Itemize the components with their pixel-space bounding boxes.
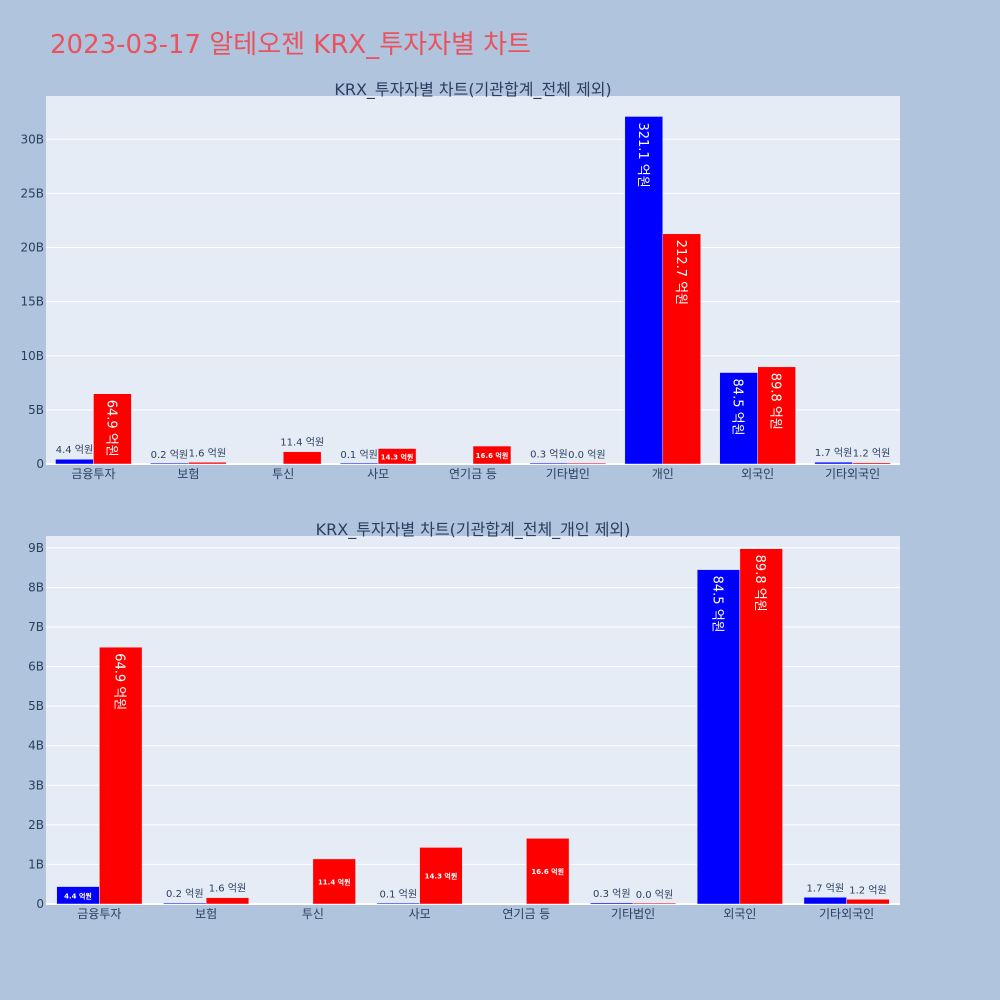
data-label: 0.0 억원: [568, 449, 605, 461]
data-label: 212.7 억원: [673, 240, 688, 305]
bar: [590, 902, 634, 905]
y-tick-label: 0: [36, 897, 44, 911]
chart-top: KRX_투자자별 차트(기관합계_전체 제외) 0 5B 10B 15B 20B 25B 30…: [20, 80, 900, 481]
data-label: 0.3 억원: [593, 888, 630, 900]
bar: [377, 448, 417, 465]
bar: [803, 897, 847, 905]
bar: [163, 902, 207, 905]
data-label: 1.7 억원: [807, 882, 844, 894]
y-tick-label: 5B: [28, 403, 44, 417]
data-label: 4.4 억원: [64, 891, 92, 900]
x-tick-label: 보험: [195, 907, 217, 921]
bar: [846, 899, 890, 905]
page-title: 2023-03-17 알테오젠 KRX_투자자별 차트: [50, 30, 532, 60]
data-label: 14.3 억원: [381, 452, 414, 461]
data-label: 321.1 억원: [635, 122, 650, 187]
y-tick-label: 5B: [28, 699, 44, 713]
y-tick-label: 8B: [28, 580, 44, 594]
bar: [419, 847, 463, 905]
data-label: 64.9 억원: [103, 400, 118, 457]
data-label: 0.2 억원: [151, 449, 188, 461]
x-tick-label: 외국인: [723, 907, 756, 921]
data-label: 1.2 억원: [849, 884, 886, 896]
x-tick-label: 투신: [272, 467, 294, 481]
y-tick-label: 4B: [28, 739, 44, 753]
bar: [757, 366, 796, 465]
x-tick-label: 연기금 등: [449, 467, 497, 481]
x-tick-label: 외국인: [741, 467, 774, 481]
data-label: 11.4 억원: [280, 437, 324, 449]
y-tick-label: 7B: [28, 620, 44, 634]
data-label: 1.6 억원: [189, 447, 226, 459]
y-tick-label: 9B: [28, 541, 44, 555]
data-label: 16.6 억원: [476, 451, 509, 460]
x-tick-label: 금융투자: [77, 907, 121, 921]
bar: [852, 462, 891, 465]
bar: [632, 902, 677, 905]
x-tick-label: 보험: [177, 467, 199, 481]
data-label: 14.3 억원: [425, 872, 458, 881]
x-tick-label: 기타외국인: [825, 467, 880, 481]
chart-title: KRX_투자자별 차트(기관합계_전체 제외): [334, 80, 611, 100]
x-tick-label: 투신: [302, 907, 324, 921]
bar: [376, 902, 420, 905]
y-tick-label: 3B: [28, 778, 44, 792]
chart-bottom: KRX_투자자별 차트(기관합계_전체_개인 제외) 0 1B 2B 3B 4B 5B 6B 7…: [28, 520, 900, 921]
y-tick-label: 15B: [20, 295, 44, 309]
y-tick-label: 30B: [20, 132, 44, 146]
x-tick-label: 사모: [409, 907, 431, 921]
data-label: 89.8 억원: [752, 555, 767, 612]
data-label: 0.2 억원: [166, 888, 203, 900]
data-label: 0.1 억원: [380, 889, 417, 901]
bar: [526, 838, 570, 905]
bar: [55, 458, 94, 465]
bar: [339, 462, 379, 465]
data-label: 0.0 억원: [636, 889, 673, 901]
bar: [472, 445, 512, 465]
bar: [188, 462, 227, 465]
bar: [282, 451, 322, 465]
data-label: 1.2 억원: [853, 448, 890, 460]
y-tick-label: 0: [36, 457, 44, 471]
x-tick-label: 개인: [652, 467, 674, 481]
bar: [814, 461, 853, 465]
y-tick-label: 6B: [28, 660, 44, 674]
bar: [624, 116, 664, 465]
x-tick-label: 기타법인: [546, 467, 590, 481]
bar: [93, 393, 132, 465]
data-label: 1.7 억원: [815, 447, 852, 459]
bar: [719, 372, 758, 465]
x-tick-label: 기타법인: [611, 907, 655, 921]
data-label: 0.1 억원: [340, 449, 377, 461]
chart-title: KRX_투자자별 차트(기관합계_전체_개인 제외): [316, 520, 631, 540]
bar: [99, 646, 143, 905]
y-tick-label: 1B: [28, 857, 44, 871]
data-label: 0.3 억원: [530, 449, 567, 461]
y-tick-label: 20B: [20, 241, 44, 255]
y-tick-label: 2B: [28, 818, 44, 832]
y-tick-label: 10B: [20, 349, 44, 363]
bar: [567, 462, 607, 465]
data-label: 16.6 억원: [531, 867, 564, 876]
data-label: 4.4 억원: [56, 444, 93, 456]
data-label: 11.4 억원: [318, 877, 351, 886]
bar: [529, 462, 569, 465]
data-label: 1.6 억원: [209, 883, 246, 895]
bar: [150, 462, 189, 465]
x-tick-label: 금융투자: [71, 467, 115, 481]
data-label: 64.9 억원: [112, 653, 127, 710]
bar: [205, 897, 250, 905]
data-label: 89.8 억원: [768, 373, 783, 430]
bar: [662, 233, 701, 465]
data-label: 84.5 억원: [730, 379, 745, 436]
y-tick-label: 25B: [20, 186, 44, 200]
x-tick-label: 기타외국인: [819, 907, 874, 921]
x-tick-label: 연기금 등: [502, 907, 550, 921]
bar: [739, 548, 783, 905]
data-label: 84.5 억원: [710, 576, 725, 633]
bar: [312, 858, 356, 905]
x-tick-label: 사모: [367, 467, 389, 481]
